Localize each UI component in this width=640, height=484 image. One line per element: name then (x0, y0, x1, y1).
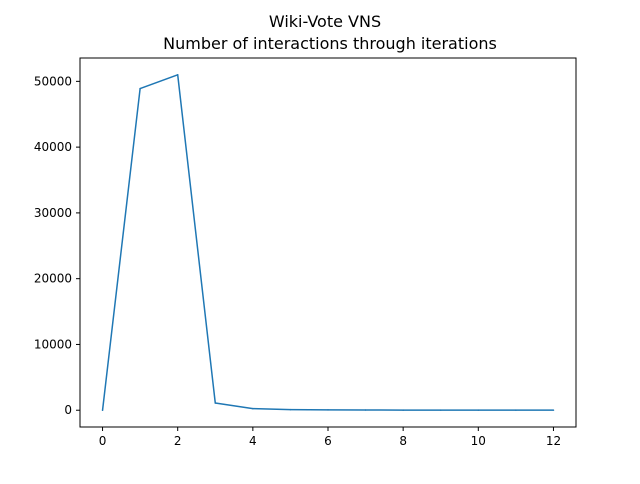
series-point (364, 409, 367, 411)
x-tick-label: 10 (471, 434, 486, 448)
series-point (515, 409, 517, 411)
series-point (327, 409, 329, 411)
y-tick-label: 10000 (34, 337, 72, 351)
x-tick-label: 12 (546, 434, 561, 448)
x-tick-label: 4 (249, 434, 257, 448)
chart-title-line2: Number of interactions through iteration… (163, 34, 497, 53)
series-point (552, 409, 555, 411)
axes-frame (79, 57, 577, 428)
y-tick-label: 50000 (34, 74, 72, 88)
x-tick-label: 8 (399, 434, 407, 448)
series-point (477, 409, 480, 411)
plot-layer (101, 74, 555, 411)
series-point (289, 408, 292, 411)
y-tick-label: 40000 (34, 140, 72, 154)
series-point (439, 409, 442, 411)
x-tick-label: 2 (174, 434, 182, 448)
y-tick-label: 30000 (34, 206, 72, 220)
tick-layer: 0 2 4 6 8 10 12 0 10000 20000 30000 40000 50000 (34, 74, 561, 448)
series-point (101, 409, 104, 411)
y-tick-label: 0 (64, 403, 72, 417)
x-tick-label: 0 (99, 434, 107, 448)
series-point (402, 409, 404, 411)
x-tick-label: 6 (324, 434, 332, 448)
y-tick-label: 20000 (34, 272, 72, 286)
series-point (139, 87, 141, 90)
series-point (252, 407, 254, 410)
series-point (176, 74, 179, 76)
series-point (214, 402, 217, 404)
chart-title-line1: Wiki-Vote VNS (269, 12, 381, 31)
